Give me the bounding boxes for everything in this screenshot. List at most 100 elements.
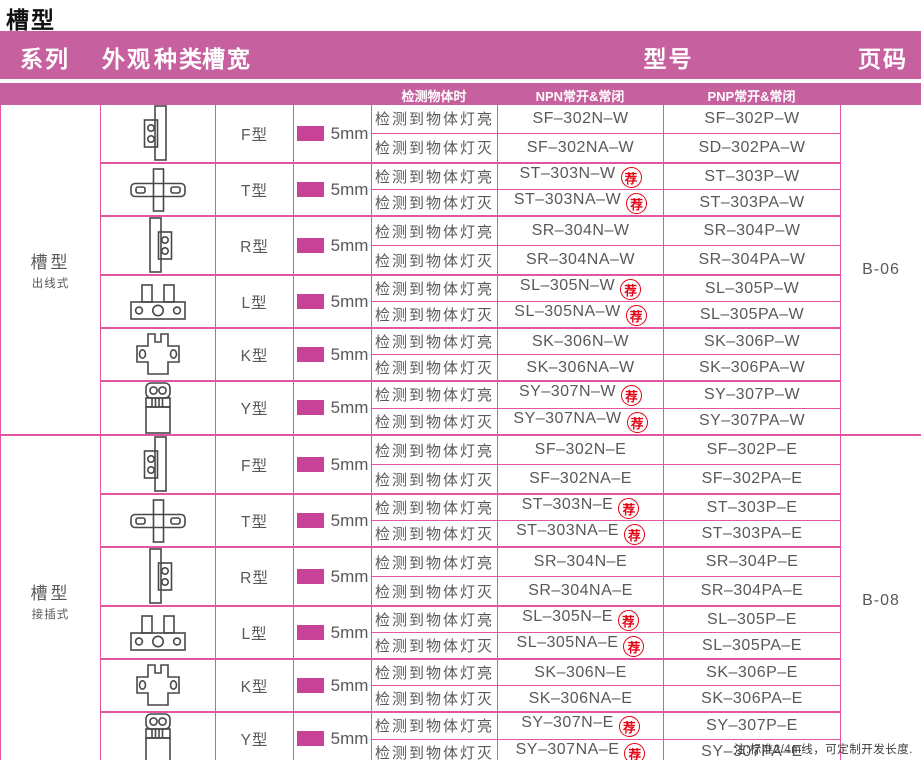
detect-state-cell: 检测到物体灯灭 bbox=[371, 189, 498, 217]
detect-state-cell: 检测到物体灯亮 bbox=[371, 546, 498, 577]
npn-model-cell: ST–303NA–E 荐 bbox=[497, 520, 664, 548]
table-header-band: 系列 外观 种类 槽宽 型号 页码 bbox=[0, 31, 921, 79]
l-type-sensor-icon bbox=[100, 274, 216, 329]
r-type-sensor-icon bbox=[100, 215, 216, 276]
series-subname: 接插式 bbox=[31, 609, 70, 621]
k-type-sensor-icon bbox=[100, 327, 216, 382]
detect-state-cell: 检测到物体灯灭 bbox=[371, 520, 498, 548]
series-name: 槽型 bbox=[30, 584, 71, 603]
recommend-badge-icon: 荐 bbox=[625, 305, 647, 326]
npn-model: SY–307NA–W bbox=[513, 409, 622, 427]
pnp-model-cell: SY–307P–W bbox=[663, 380, 841, 409]
header-model: 型号 bbox=[643, 46, 694, 72]
npn-model: SK–306N–W bbox=[532, 332, 629, 350]
detect-state-cell: 检测到物体灯亮 bbox=[371, 327, 498, 355]
header-page: 页码 bbox=[858, 46, 908, 72]
slot-width-value: 5mm bbox=[330, 344, 369, 364]
npn-model: SR–304NA–W bbox=[525, 251, 636, 268]
slot-width-swatch bbox=[296, 731, 324, 746]
npn-model: SF–302NA–W bbox=[526, 138, 635, 156]
table-row: 检测到物体灯灭 SY–307NA–W 荐 SY–307PA–W bbox=[1, 407, 921, 436]
slot-width-value: 5mm bbox=[330, 510, 369, 530]
type-label: K型 bbox=[215, 658, 294, 713]
t-type-sensor-icon bbox=[100, 162, 216, 217]
table-row: 检测到物体灯灭 SK–306NA–E SK–306PA–E bbox=[1, 685, 921, 713]
pnp-model-cell: SR–304P–E bbox=[663, 546, 841, 577]
table-row: K型 5mm 检测到物体灯亮 SK–306N–E SK–306P–E bbox=[1, 658, 921, 713]
slot-width-value: 5mm bbox=[330, 729, 369, 748]
slot-width-swatch bbox=[296, 400, 324, 415]
npn-model-cell: SF–302NA–E bbox=[497, 464, 664, 495]
detect-state-cell: 检测到物体灯亮 bbox=[371, 658, 498, 686]
npn-model: SL–305N–E bbox=[522, 608, 613, 625]
type-label: K型 bbox=[215, 327, 294, 382]
npn-model: SK–306NA–W bbox=[526, 358, 635, 376]
slot-width-value: 5mm bbox=[330, 291, 369, 311]
page-code-cell: B-06 bbox=[840, 105, 921, 436]
header-kind: 种类 bbox=[154, 46, 204, 72]
table-row: 检测到物体灯灭 SR–304NA–E SR–304PA–E bbox=[1, 576, 921, 607]
page-title: 槽型 bbox=[6, 7, 56, 33]
table-row: 检测到物体灯灭 SR–304NA–W SR–304PA–W bbox=[1, 245, 921, 276]
detect-state-cell: 检测到物体灯亮 bbox=[371, 105, 498, 134]
slot-width-cell: 5mm bbox=[293, 493, 372, 548]
npn-model-cell: SL–305NA–W 荐 bbox=[497, 301, 664, 329]
pnp-model-cell: SK–306P–W bbox=[663, 327, 841, 355]
detect-state-cell: 检测到物体灯亮 bbox=[371, 711, 498, 740]
npn-model: ST–303N–W bbox=[519, 165, 616, 182]
detect-state-cell: 检测到物体灯灭 bbox=[371, 245, 498, 276]
npn-model: SF–302NA–E bbox=[529, 470, 632, 487]
table-row: L型 5mm 检测到物体灯亮 SL–305N–E 荐 SL–305P–E bbox=[1, 605, 921, 660]
slot-width-value: 5mm bbox=[330, 622, 369, 642]
series-cell: 槽型 出线式 bbox=[0, 105, 101, 436]
pnp-model-cell: SF–302P–W bbox=[663, 105, 841, 134]
type-label: R型 bbox=[215, 215, 294, 276]
t-type-sensor-icon bbox=[100, 493, 216, 548]
slot-width-swatch bbox=[296, 568, 324, 584]
pnp-model-cell: SY–307PA–W bbox=[663, 407, 841, 436]
npn-model-cell: SF–302N–W bbox=[497, 105, 664, 134]
detect-state-cell: 检测到物体灯亮 bbox=[371, 215, 498, 246]
recommend-badge-icon: 荐 bbox=[618, 498, 640, 519]
slot-width-swatch bbox=[296, 512, 324, 528]
pnp-model-cell: SF–302PA–E bbox=[663, 464, 841, 495]
page-code-cell: B-08 bbox=[840, 434, 921, 760]
f-type-sensor-icon bbox=[100, 434, 216, 495]
type-label: T型 bbox=[215, 493, 294, 548]
npn-model-cell: SL–305NA–E 荐 bbox=[497, 632, 664, 660]
slot-width-value: 5mm bbox=[330, 566, 369, 586]
table-row: Y型 5mm 检测到物体灯亮 SY–307N–W 荐 SY–307P–W bbox=[1, 380, 921, 436]
y-type-sensor-icon bbox=[100, 380, 216, 436]
npn-model: SY–307N–E bbox=[521, 714, 614, 732]
npn-model-cell: SL–305N–E 荐 bbox=[497, 605, 664, 633]
l-type-sensor-icon bbox=[100, 605, 216, 660]
recommend-badge-icon: 荐 bbox=[626, 411, 648, 433]
detect-state-cell: 检测到物体灯灭 bbox=[371, 301, 498, 329]
detect-state-cell: 检测到物体灯灭 bbox=[371, 407, 498, 436]
pnp-model-cell: SK–306PA–W bbox=[663, 354, 841, 382]
recommend-badge-icon: 荐 bbox=[620, 167, 642, 188]
slot-width-cell: 5mm bbox=[293, 434, 372, 495]
npn-model: SK–306NA–E bbox=[528, 689, 633, 707]
npn-model-cell: SK–306NA–W bbox=[497, 354, 664, 382]
detect-state-cell: 检测到物体灯亮 bbox=[371, 162, 498, 190]
table-row: Y型 5mm 检测到物体灯亮 SY–307N–E 荐 SY–307P–E bbox=[1, 711, 921, 760]
npn-model-cell: SL–305N–W 荐 bbox=[497, 274, 664, 302]
pnp-model-cell: SL–305P–E bbox=[663, 605, 841, 633]
slot-width-swatch bbox=[296, 125, 324, 141]
series-name: 槽型 bbox=[30, 253, 71, 272]
pnp-model-cell: ST–303P–W bbox=[663, 162, 841, 190]
model-table: 槽型 出线式 F型 5mm 检测到物体灯亮 SF–302N–W SF–302P–W B-06 检… bbox=[0, 105, 921, 760]
slot-width-cell: 5mm bbox=[293, 162, 372, 217]
slot-width-cell: 5mm bbox=[293, 658, 372, 713]
pnp-model-cell: SK–306PA–E bbox=[663, 685, 841, 713]
pnp-model-cell: SF–302P–E bbox=[663, 434, 841, 465]
npn-model-cell: SR–304NA–E bbox=[497, 576, 664, 607]
slot-width-cell: 5mm bbox=[293, 380, 372, 436]
recommend-badge-icon: 荐 bbox=[618, 716, 640, 738]
type-label: T型 bbox=[215, 162, 294, 217]
recommend-badge-icon: 荐 bbox=[620, 279, 642, 300]
npn-model: ST–303N–E bbox=[521, 496, 614, 513]
npn-model: SR–304N–W bbox=[531, 222, 630, 239]
